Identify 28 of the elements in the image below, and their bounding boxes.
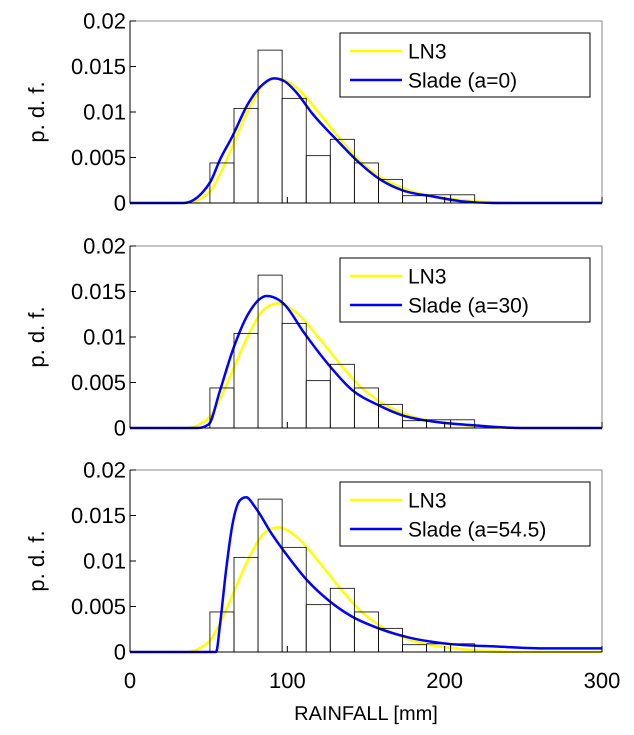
legend-label: Slade (a=0) [408,69,518,92]
y-tick-label: 0.02 [83,8,126,34]
y-tick-label: 0.015 [70,503,126,528]
x-axis-title: RAINFALL [mm] [294,703,438,725]
y-tick-label: 0.005 [70,370,126,396]
y-tick-label: 0.005 [70,145,126,170]
legend-label: LN3 [408,40,447,64]
x-tick-label: 200 [426,668,464,693]
y-tick-label: 0 [114,416,126,441]
y-tick-label: 0.02 [83,458,126,483]
y-tick-label: 0.01 [83,324,126,350]
y-tick-label: 0.005 [70,594,126,620]
x-tick-label: 100 [268,668,306,693]
legend-label: LN3 [408,489,447,512]
x-tick-label: 300 [584,668,620,693]
y-tick-label: 0.02 [83,234,126,259]
y-axis-title: p. d. f. [24,530,49,592]
y-tick-label: 0 [114,640,126,665]
y-tick-label: 0.01 [83,548,126,574]
y-axis-title: p. d. f. [24,306,49,368]
y-tick-label: 0.015 [70,54,126,80]
y-tick-label: 0 [114,190,126,216]
legend-label: Slade (a=54.5) [408,518,546,542]
y-axis-title: p. d. f. [24,81,49,143]
legend-label: LN3 [408,265,447,288]
y-tick-label: 0.015 [70,279,126,304]
y-tick-label: 0.01 [83,100,126,125]
legend-label: Slade (a=30) [408,294,529,318]
